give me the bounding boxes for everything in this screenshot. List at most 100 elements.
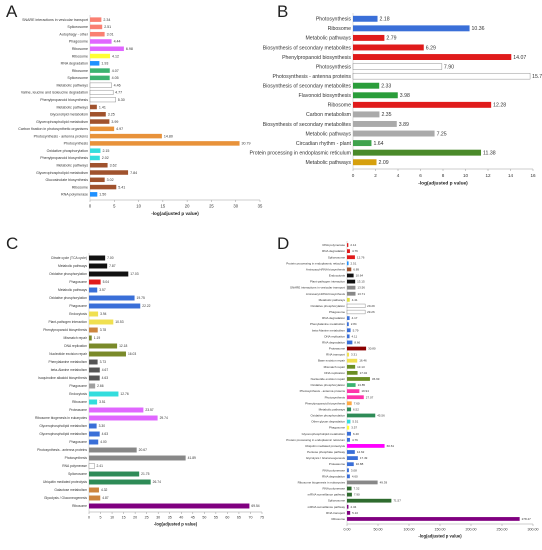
category-label-d: RNA polymerase	[322, 468, 345, 472]
bar-a-8	[90, 68, 110, 73]
x-tick-label-c: 75	[260, 516, 264, 520]
x-tick-label-d: 100.00	[404, 528, 415, 532]
value-label-c: 7.87	[109, 264, 116, 268]
category-label-d: mRNA surveillance pathway	[308, 493, 346, 497]
bar-c-28	[89, 471, 140, 477]
value-label-d: 10.64	[356, 274, 364, 278]
value-label-c: 2.66	[97, 384, 104, 388]
value-label-c: 17.03	[130, 272, 138, 276]
category-label-c: beta-Alanine metabolism	[51, 368, 88, 372]
value-label-a: 4.97	[116, 127, 123, 131]
x-tick-label-c: 60	[225, 516, 229, 520]
category-label-d: Proteasome	[329, 347, 346, 351]
bar-d-31	[347, 425, 350, 430]
bar-b-7	[352, 72, 531, 80]
x-tick-label-b: 10	[463, 173, 469, 178]
bar-c-21	[89, 415, 158, 421]
bar-b-13	[353, 130, 435, 137]
category-label-b: Biosynthesis of secondary metabolites	[263, 45, 352, 51]
x-tick-label-c: 20	[133, 516, 137, 520]
category-label-d: Aminoacyl-tRNA biosynthesis	[306, 292, 346, 296]
category-label-d: Mismatch repair	[324, 365, 345, 369]
bar-c-30	[89, 487, 99, 493]
category-label-b: Carbon metabolism	[306, 112, 351, 118]
category-label-d: Oxidative phosphorylation	[310, 383, 345, 387]
bar-c-2	[89, 263, 108, 269]
value-label-a: 5.41	[118, 185, 125, 189]
value-label-b: 2.09	[379, 160, 389, 166]
bar-a-13	[90, 104, 97, 110]
category-label-a: Autophagy - other	[59, 32, 88, 36]
bar-b-15	[353, 149, 482, 156]
category-label-d: Proteasome	[329, 462, 346, 466]
bar-a-18	[90, 141, 240, 146]
bar-a-12	[89, 97, 116, 103]
category-label-d: Ubiquitin mediated proteolysis	[305, 444, 346, 448]
bar-a-10	[89, 82, 112, 88]
bar-d-29	[347, 413, 376, 418]
bar-a-21	[90, 162, 108, 168]
value-label-d: 2.34	[350, 505, 356, 509]
category-label-d: Nucleotide excision repair	[311, 377, 345, 381]
bar-d-44	[347, 504, 349, 509]
x-tick-label-d: 50.00	[374, 528, 383, 532]
bar-chart-a: 0 5 10 15 20 25 30 35 -log(adjusted p value) SNAR…	[18, 15, 263, 216]
category-label-d: Aminoacyl-tRNA biosynthesis	[306, 267, 346, 271]
bar-d-36	[347, 456, 358, 460]
value-label-b: 10.36	[472, 26, 485, 32]
value-label-b: 3.98	[400, 93, 410, 99]
category-label-d: Pentose phosphate pathway	[307, 450, 345, 454]
bar-d-45	[347, 510, 351, 515]
x-tick-label-c: 35	[168, 516, 172, 520]
value-label-a: 4.46	[114, 83, 121, 87]
x-tick-label-c: 10	[110, 516, 114, 520]
value-label-a: 3.25	[108, 113, 115, 117]
category-label-d: Plant-pathogen interaction	[310, 280, 345, 284]
category-label-d: Other glycan degradation	[311, 420, 345, 424]
x-tick-label-d: 250.00	[497, 528, 508, 532]
category-label-a: Ribosome	[72, 54, 88, 58]
category-label-a: Ribosome	[72, 185, 88, 189]
bar-a-3	[90, 31, 105, 37]
value-label-c: 26.74	[153, 480, 161, 484]
value-label-a: 1.50	[99, 193, 106, 197]
x-tick-label-c: 40	[179, 516, 183, 520]
bar-c-9	[89, 319, 114, 325]
bar-c-27	[88, 463, 95, 469]
bar-a-4	[90, 39, 112, 44]
value-label-d: 3.08	[351, 468, 357, 472]
category-label-b: Photosynthesis	[316, 17, 352, 23]
category-label-d: DNA replication	[324, 371, 345, 375]
category-label-a: Phenylpropanoid biosynthesis	[40, 98, 88, 102]
value-label-d: 17.04	[360, 371, 368, 375]
value-label-a: 1.41	[99, 105, 106, 109]
category-label-c: Isoquinoline alkaloid biosynthesis	[38, 376, 87, 380]
category-label-d: RNA polymerase	[322, 487, 345, 491]
category-label-b: Protein processing in endoplasmic reticu…	[250, 150, 352, 156]
category-label-b: Phenylpropanoid biosynthesis	[282, 55, 351, 61]
x-tick-label-c: 0	[88, 516, 90, 520]
category-label-d: beta-Alanine metabolism	[312, 328, 346, 332]
bar-a-6	[90, 53, 111, 59]
value-label-c: 4.00	[100, 440, 107, 444]
value-label-c: 29.74	[160, 416, 168, 420]
bar-d-19	[347, 352, 350, 357]
bar-d-16	[347, 334, 350, 339]
bar-a-23	[90, 177, 105, 183]
value-label-d: 71.57	[393, 499, 401, 503]
value-label-d: 10.88	[356, 462, 364, 466]
category-label-c: Ribosome	[72, 504, 87, 508]
bar-a-19	[90, 148, 101, 153]
value-label-c: 4.87	[102, 496, 109, 500]
value-label-b: 2.33	[381, 84, 391, 90]
bar-a-11	[89, 89, 114, 95]
category-label-a: Glycerophospholipid metabolism	[36, 120, 88, 124]
category-label-a: Phenylpropanoid biosynthesis	[40, 156, 88, 160]
bar-d-17	[347, 340, 353, 345]
category-label-d: Photosynthesis - antenna proteins	[300, 389, 346, 393]
category-label-a: Photosynthesis	[64, 142, 89, 146]
x-tick-label-c: 50	[202, 516, 206, 520]
bar-b-6	[352, 63, 443, 70]
value-label-b: 7.25	[437, 131, 447, 137]
bar-c-12	[89, 343, 118, 349]
